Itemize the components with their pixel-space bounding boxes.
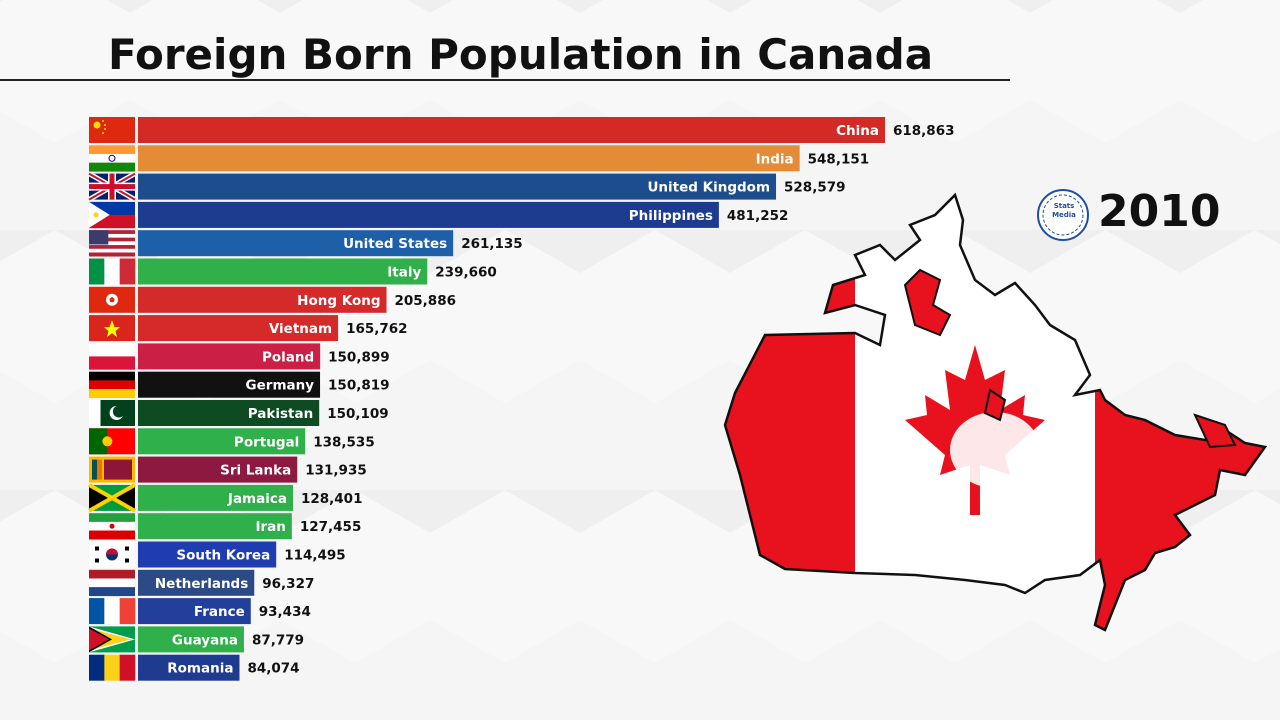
bar-south-korea	[138, 541, 277, 568]
bars-layer: China 618,863 India 548,151 United Kingdom 52…	[138, 117, 955, 681]
bar-poland	[138, 343, 321, 370]
bar-vietnam	[138, 315, 339, 342]
germany-flag	[89, 371, 135, 398]
bar-pakistan	[138, 400, 320, 426]
value-label-philippines: 481,252	[727, 208, 789, 224]
bar-hong-kong	[138, 286, 387, 313]
title-underline	[0, 79, 1010, 81]
italy-flag	[89, 258, 136, 285]
netherlands-flag	[89, 569, 135, 597]
value-label-romania: 84,074	[247, 661, 299, 677]
logo-text: Stats Media	[1046, 202, 1082, 220]
logo-line-2: Media	[1052, 211, 1076, 219]
bar-guayana	[138, 626, 244, 653]
value-label-sri-lanka: 131,935	[305, 463, 367, 479]
bar-label-iran: Iran	[255, 519, 285, 535]
value-label-portugal: 138,535	[313, 434, 375, 450]
value-label-china: 618,863	[893, 123, 955, 139]
pakistan-flag	[89, 400, 135, 426]
flags-layer	[87, 117, 137, 681]
poland-flag	[89, 343, 135, 370]
guyana-flag	[89, 626, 135, 653]
bar-philippines	[138, 201, 719, 228]
bar-label-jamaica: Jamaica	[227, 491, 287, 507]
india-flag	[89, 145, 135, 172]
bar-iran	[138, 513, 292, 540]
value-label-india: 548,151	[808, 151, 870, 167]
vietnam-flag	[89, 315, 135, 342]
bar-label-romania: Romania	[167, 661, 233, 677]
bar-jamaica	[138, 484, 293, 511]
philippines-flag	[89, 201, 135, 229]
bar-label-portugal: Portugal	[234, 434, 299, 450]
bar-portugal	[138, 428, 306, 455]
bar-netherlands	[138, 569, 255, 596]
sri-lanka-flag	[89, 456, 135, 483]
bar-label-italy: Italy	[387, 265, 421, 281]
bar-united-kingdom	[138, 173, 777, 200]
bar-france	[138, 598, 251, 625]
value-label-vietnam: 165,762	[346, 321, 408, 337]
value-label-united-kingdom: 528,579	[784, 180, 846, 196]
bar-label-united-states: United States	[343, 236, 447, 252]
bar-india	[138, 145, 800, 172]
value-label-italy: 239,660	[435, 265, 497, 281]
bar-label-south-korea: South Korea	[176, 548, 270, 564]
romania-flag	[89, 654, 136, 681]
value-label-hong-kong: 205,886	[395, 293, 457, 309]
canada-flag-map	[723, 192, 1268, 632]
iran-flag	[89, 513, 135, 540]
bar-label-sri-lanka: Sri Lanka	[220, 463, 291, 479]
bar-label-netherlands: Netherlands	[155, 576, 248, 592]
bar-label-china: China	[836, 123, 879, 139]
value-label-poland: 150,899	[328, 349, 390, 365]
bar-label-vietnam: Vietnam	[269, 321, 332, 337]
portugal-flag	[89, 428, 135, 455]
france-flag	[89, 598, 136, 625]
value-label-france: 93,434	[259, 604, 311, 620]
value-label-pakistan: 150,109	[327, 406, 389, 422]
value-label-united-states: 261,135	[461, 236, 523, 252]
south-korea-flag	[89, 541, 135, 568]
value-label-netherlands: 96,327	[262, 576, 314, 592]
chart-title: Foreign Born Population in Canada	[108, 30, 934, 79]
bar-sri-lanka	[138, 456, 298, 483]
value-label-iran: 127,455	[300, 519, 362, 535]
value-label-germany: 150,819	[328, 378, 390, 394]
logo-line-1: Stats	[1053, 202, 1075, 210]
value-label-jamaica: 128,401	[301, 491, 363, 507]
hong-kong-flag	[89, 286, 135, 313]
bar-label-india: India	[756, 151, 794, 167]
bar-label-poland: Poland	[262, 349, 314, 365]
bar-label-guayana: Guayana	[172, 632, 238, 648]
value-label-guayana: 87,779	[252, 632, 304, 648]
bar-germany	[138, 371, 321, 398]
bar-label-philippines: Philippines	[629, 208, 713, 224]
value-label-south-korea: 114,495	[284, 548, 346, 564]
jamaica-flag	[88, 483, 136, 513]
bar-italy	[138, 258, 428, 285]
bar-label-united-kingdom: United Kingdom	[647, 180, 770, 196]
bar-label-france: France	[194, 604, 245, 620]
bar-label-hong-kong: Hong Kong	[297, 293, 380, 309]
bar-united-states	[138, 230, 454, 257]
bar-china	[138, 117, 885, 143]
stats-media-logo	[1037, 189, 1089, 241]
bar-label-pakistan: Pakistan	[248, 406, 313, 422]
united-kingdom-flag	[87, 171, 137, 202]
bar-romania	[138, 654, 240, 681]
united-states-flag	[89, 230, 135, 257]
china-flag	[89, 117, 135, 143]
bar-label-germany: Germany	[246, 378, 315, 394]
year-label: 2010	[1098, 186, 1221, 237]
